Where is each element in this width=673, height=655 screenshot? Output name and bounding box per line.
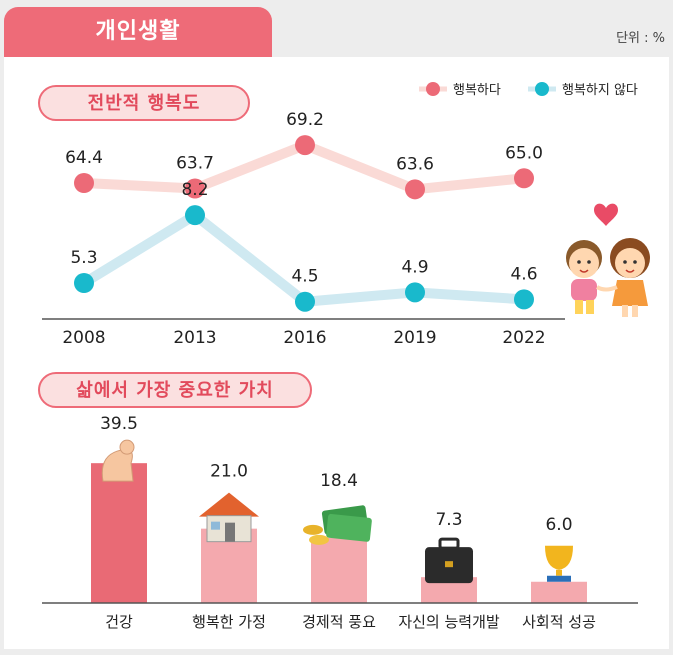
line-chart: 64.4 63.7 69.2 63.6 65.0 5.3 8.2 4.5 4.9 4.6 2008 2…: [62, 110, 545, 348]
arm-shape: [101, 449, 134, 482]
category-label-2: 경제적 풍요: [302, 613, 376, 631]
category-label-4: 사회적 성공: [522, 613, 596, 631]
category-label-3: 자신의 능력개발: [398, 613, 500, 631]
series-1-label-2: 4.5: [291, 267, 318, 287]
bar-value-label-0: 39.5: [100, 414, 138, 434]
series-0-label-4: 65.0: [505, 143, 543, 163]
series-0-label-0: 64.4: [65, 148, 103, 168]
flexed-arm-icon: [101, 439, 135, 482]
couple-illustration: [566, 203, 650, 317]
bar-2: [311, 537, 367, 603]
heart-icon: [594, 203, 618, 226]
case-handle: [438, 537, 460, 550]
bar-value-label-3: 7.3: [435, 510, 462, 530]
series-1-point-3: [405, 282, 425, 303]
bar-value-label-1: 21.0: [210, 462, 248, 482]
series-0-label-2: 69.2: [286, 110, 324, 130]
series-0-point-0: [74, 173, 94, 193]
series-1-point-0: [74, 273, 94, 293]
series-0-point-3: [405, 179, 425, 200]
cash-stack-2: [326, 513, 372, 542]
series-1-label-1: 8.2: [181, 180, 208, 200]
cup-shape: [545, 545, 573, 570]
category-label-1: 행복한 가정: [192, 613, 266, 631]
legend-happy-label: 행복하다: [453, 82, 501, 98]
briefcase-icon: [425, 537, 473, 584]
legend-happy-marker: [426, 82, 440, 96]
window-shape: [211, 521, 220, 530]
house-icon: [199, 492, 259, 543]
section-title: 개인생활: [95, 19, 181, 44]
series-1-point-2: [295, 291, 315, 312]
series-1-point-4: [514, 289, 534, 310]
x-tick-label-4: 2022: [502, 328, 545, 348]
coin-1: [303, 524, 323, 535]
series-0-label-3: 63.6: [396, 154, 434, 174]
series-0-point-1: [185, 178, 205, 199]
legend-unhappy-label: 행복하지 않다: [562, 82, 638, 98]
series-1-label-3: 4.9: [401, 257, 428, 277]
bar-chart-title: 삶에서 가장 중요한 가치: [38, 372, 312, 408]
bar-0: [91, 463, 147, 603]
series-1-point-1: [185, 205, 205, 226]
category-label-0: 건강: [105, 613, 133, 631]
series-0-label-1: 63.7: [176, 154, 214, 174]
trophy-icon: [545, 545, 573, 582]
unit-label: 단위 : %: [616, 31, 665, 46]
series-1-label-4: 4.6: [510, 264, 537, 284]
bar-value-label-4: 6.0: [545, 515, 572, 535]
cup-base: [547, 575, 571, 582]
x-tick-label-3: 2019: [393, 328, 436, 348]
line-chart-title: 전반적 행복도: [38, 85, 250, 121]
series-0-point-4: [514, 168, 534, 189]
bar-value-label-2: 18.4: [320, 471, 358, 491]
bar-chart: 39.5 건강 21.0 행복한 가정 18.4 경제적 풍요 7.3 자신의 능력개발 6.0…: [91, 414, 596, 631]
x-tick-label-1: 2013: [173, 328, 216, 348]
legend-unhappy-marker: [535, 82, 549, 96]
door-shape: [225, 522, 235, 542]
series-0-point-2: [295, 135, 315, 156]
series-line-1: [81, 210, 525, 307]
fist-shape: [119, 439, 135, 455]
x-tick-label-0: 2008: [62, 328, 105, 348]
roof-shape: [199, 492, 259, 517]
x-tick-label-2: 2016: [283, 328, 326, 348]
money-icon: [303, 505, 372, 545]
coin-2: [309, 534, 329, 545]
case-clasp: [445, 561, 453, 568]
cup-stem: [556, 569, 562, 576]
legend: 행복하다 행복하지 않다: [419, 82, 638, 98]
series-1-label-0: 5.3: [70, 248, 97, 268]
bar-4: [531, 581, 587, 603]
header-tab: [4, 7, 272, 57]
